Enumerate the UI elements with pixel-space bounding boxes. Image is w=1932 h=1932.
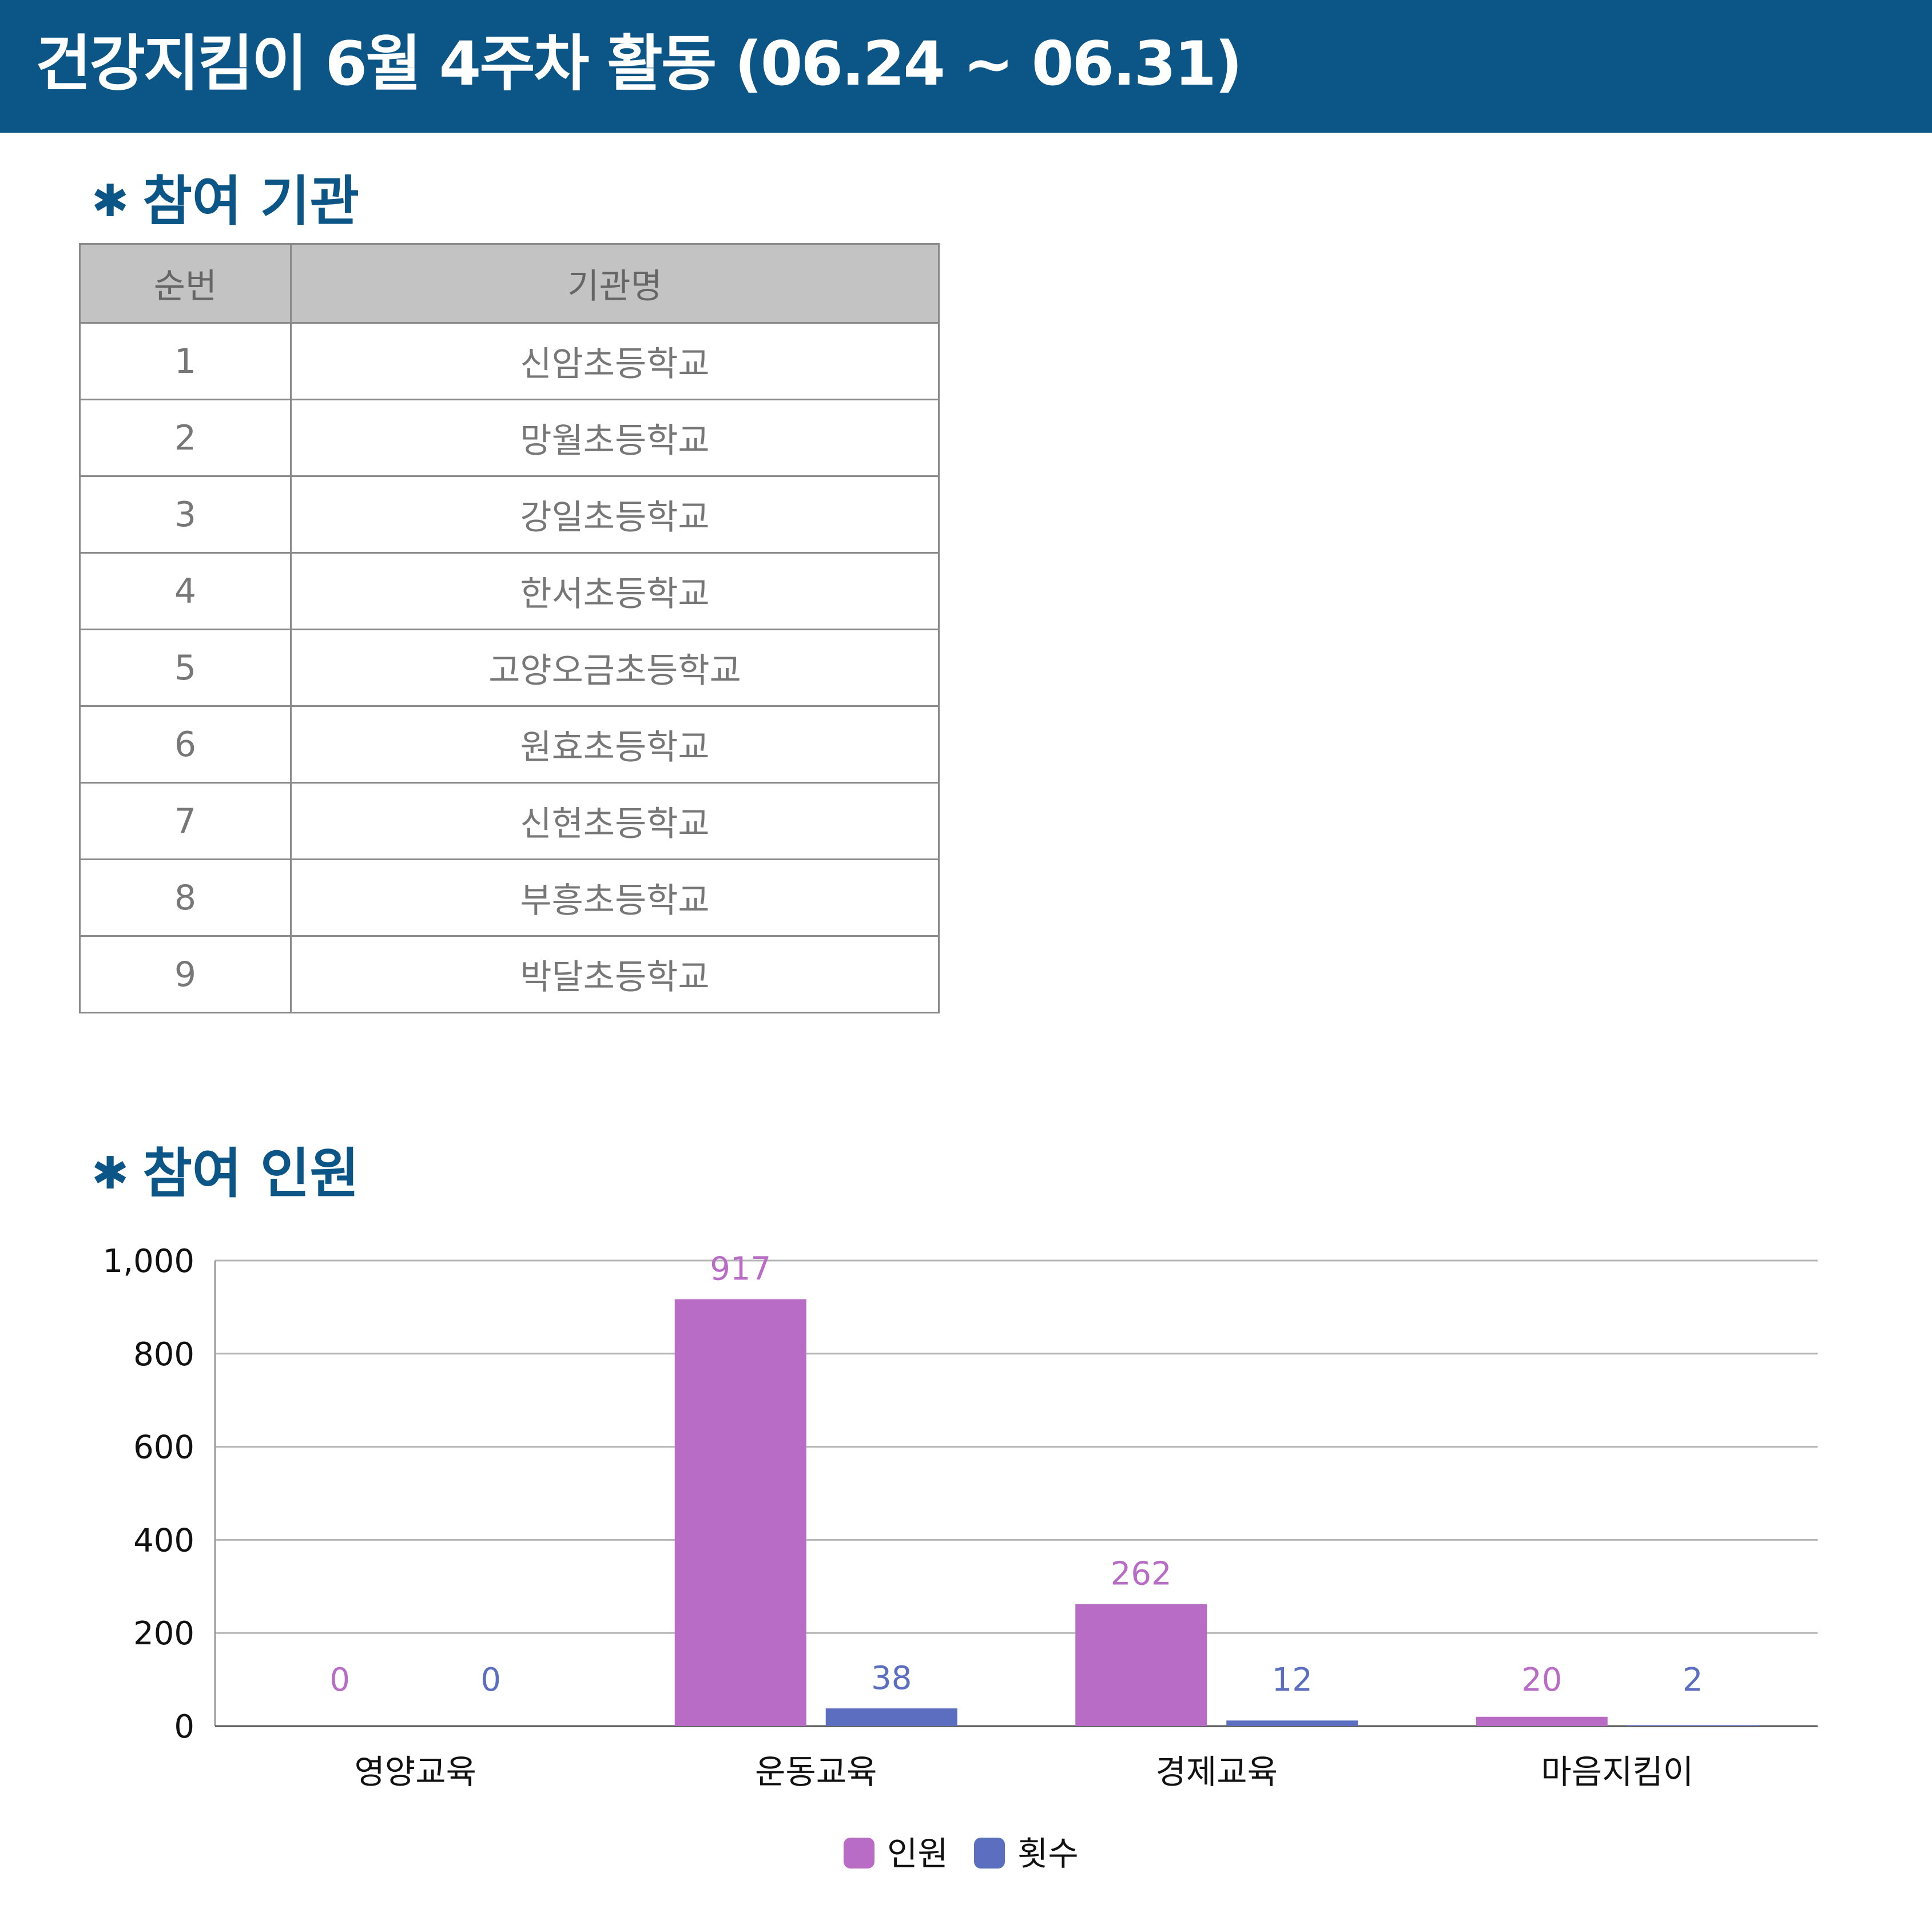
y-tick-label: 1,000: [103, 1243, 194, 1280]
org-name-cell: 부흥초등학교: [290, 858, 940, 937]
orgs-table: 순번 기관명 1 신암초등학교 2 망월초등학교 3 강일초등학교 4 한서초등학교 5 고양오금…: [79, 243, 940, 1013]
y-tick-label: 200: [133, 1615, 194, 1652]
section-title-people: ✱ 참여 인원: [92, 1139, 359, 1209]
header-bar: 건강지킴이 6월 4주차 활동 (06.24 ~ 06.31): [0, 0, 1932, 133]
bar-count: [825, 1708, 957, 1726]
bar-count: [1627, 1725, 1759, 1726]
data-label: 12: [1272, 1661, 1313, 1699]
page-title: 건강지킴이 6월 4주차 활동 (06.24 ~ 06.31): [35, 29, 1242, 99]
row-number-cell: 5: [79, 629, 292, 707]
row-number-cell: 6: [79, 705, 292, 784]
legend-swatch: [974, 1838, 1005, 1869]
data-label: 0: [329, 1661, 350, 1699]
table-header-row: 순번 기관명: [79, 243, 940, 324]
row-number-cell: 4: [79, 552, 292, 630]
table-row: 5 고양오금초등학교: [79, 629, 940, 707]
legend-label: 횟수: [1017, 1834, 1079, 1873]
data-label: 20: [1521, 1661, 1562, 1699]
legend-label: 인원: [887, 1834, 948, 1873]
data-label: 2: [1683, 1661, 1703, 1699]
row-number-cell: 2: [79, 399, 292, 477]
org-name-cell: 고양오금초등학교: [290, 629, 940, 707]
y-tick-label: 0: [174, 1708, 194, 1746]
org-name-cell: 한서초등학교: [290, 552, 940, 630]
org-name-cell: 박달초등학교: [290, 935, 940, 1013]
table-row: 7 신현초등학교: [79, 782, 940, 860]
x-tick-label: 경제교육: [1156, 1752, 1278, 1791]
table-row: 3 강일초등학교: [79, 475, 940, 554]
bullet-icon: ✱: [92, 1148, 129, 1199]
people-title-text: 참여 인원: [142, 1143, 360, 1205]
table-row: 6 원효초등학교: [79, 705, 940, 784]
row-number-cell: 3: [79, 475, 292, 554]
bar-count: [1226, 1720, 1358, 1726]
column-header-number: 순번: [79, 243, 292, 324]
x-tick-label: 영양교육: [355, 1752, 476, 1791]
y-tick-label: 600: [133, 1429, 194, 1466]
table-row: 4 한서초등학교: [79, 552, 940, 630]
org-name-cell: 망월초등학교: [290, 399, 940, 477]
column-header-org-name: 기관명: [290, 243, 940, 324]
row-number-cell: 9: [79, 935, 292, 1013]
org-name-cell: 신암초등학교: [290, 322, 940, 400]
row-number-cell: 8: [79, 858, 292, 937]
table-row: 9 박달초등학교: [79, 935, 940, 1013]
y-tick-label: 400: [133, 1522, 194, 1559]
table-row: 1 신암초등학교: [79, 322, 940, 400]
org-name-cell: 강일초등학교: [290, 475, 940, 554]
x-tick-label: 마음지킴이: [1541, 1752, 1694, 1791]
legend-swatch: [844, 1838, 874, 1869]
bar-people: [674, 1299, 806, 1726]
section-title-orgs: ✱ 참여 기관: [92, 167, 359, 236]
data-label: 38: [871, 1660, 912, 1697]
orgs-title-text: 참여 기관: [142, 170, 360, 233]
data-label: 917: [710, 1251, 771, 1288]
row-number-cell: 1: [79, 322, 292, 400]
bar-people: [1075, 1604, 1207, 1726]
participation-bar-chart: 0 200 400 600 800 1,000 0 0 영양교육 917 38 운동교육 262 12 경제…: [103, 1243, 1818, 1873]
data-label: 262: [1111, 1556, 1172, 1593]
bullet-icon: ✱: [92, 176, 129, 227]
data-label: 0: [480, 1661, 501, 1699]
row-number-cell: 7: [79, 782, 292, 860]
table-row: 2 망월초등학교: [79, 399, 940, 477]
x-tick-label: 운동교육: [755, 1752, 877, 1791]
y-tick-label: 800: [133, 1336, 194, 1373]
org-name-cell: 신현초등학교: [290, 782, 940, 860]
table-row: 8 부흥초등학교: [79, 858, 940, 937]
org-name-cell: 원효초등학교: [290, 705, 940, 784]
bar-people: [1476, 1716, 1608, 1726]
